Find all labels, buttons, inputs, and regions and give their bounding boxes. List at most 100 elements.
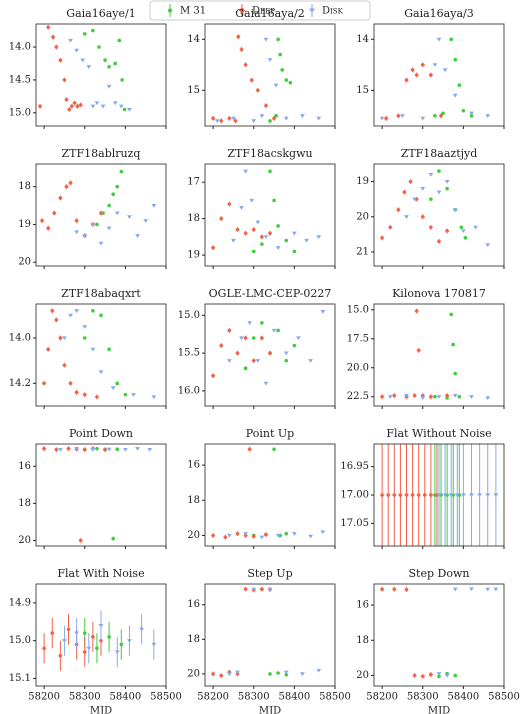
point	[243, 169, 249, 174]
panel: Step Up 16 18 20 58200 58300 58400 58500 MJD	[187, 567, 351, 714]
point	[420, 62, 425, 68]
point	[82, 325, 88, 329]
point	[64, 184, 69, 190]
panel: ZTF18aaztjyd 19 20 21	[356, 147, 505, 269]
point	[67, 106, 72, 113]
y-tick-label: 16	[187, 460, 200, 471]
point	[251, 249, 256, 254]
point	[459, 225, 464, 230]
point	[45, 225, 51, 231]
x-axis-label: MJD	[259, 706, 281, 714]
point	[398, 492, 403, 498]
point	[438, 113, 444, 119]
point	[469, 395, 474, 399]
point	[437, 674, 441, 679]
point	[82, 446, 87, 453]
point	[288, 80, 293, 85]
point	[74, 631, 80, 636]
point	[422, 492, 427, 498]
point	[276, 328, 280, 333]
point	[235, 531, 240, 537]
point	[420, 214, 425, 220]
point	[263, 103, 269, 109]
y-tick-label: 20	[187, 530, 200, 541]
point	[433, 114, 437, 118]
panel: Kilonova 170817 15.0 17.5 20.0 22.5	[347, 287, 505, 409]
point	[272, 198, 276, 203]
point	[263, 37, 269, 42]
point	[106, 226, 112, 231]
point	[485, 396, 491, 401]
x-tick-label: 58500	[150, 692, 182, 703]
point	[420, 396, 426, 401]
point	[268, 169, 272, 174]
point	[219, 216, 224, 222]
y-tick-label: 16.95	[340, 461, 369, 472]
point	[243, 366, 248, 371]
point	[122, 447, 128, 452]
point	[94, 394, 100, 400]
point	[485, 587, 491, 592]
point	[268, 672, 272, 676]
point	[251, 533, 256, 539]
y-tick-label: 18	[187, 495, 200, 506]
point	[113, 61, 118, 66]
point	[404, 492, 409, 498]
point	[449, 312, 453, 317]
point	[98, 370, 104, 375]
panel-title: OGLE-LMC-CEP-0227	[209, 287, 332, 300]
point	[118, 104, 124, 109]
point	[420, 187, 426, 191]
point	[235, 226, 240, 233]
legend-label: Disk	[322, 6, 344, 17]
point	[379, 586, 385, 592]
panel: Point Up 16 18 20	[187, 427, 336, 549]
point	[280, 68, 284, 72]
point	[251, 358, 256, 364]
point	[78, 102, 83, 108]
point	[115, 381, 120, 386]
point	[227, 327, 232, 334]
panel: Flat Without Noise 16.95 17.00 17.05	[340, 427, 505, 549]
panel-title: ZTF18acskgwu	[227, 147, 312, 160]
point	[243, 335, 248, 341]
point	[292, 249, 297, 254]
point	[414, 72, 419, 78]
point	[106, 447, 112, 452]
point	[45, 346, 51, 352]
point	[493, 587, 499, 592]
point	[74, 309, 80, 313]
point	[139, 627, 145, 632]
point	[428, 671, 434, 678]
x-tick-label: 58200	[28, 692, 60, 703]
point	[283, 670, 289, 675]
point	[210, 245, 216, 251]
point	[227, 115, 232, 121]
point	[122, 107, 127, 112]
panel-frame	[204, 583, 336, 687]
y-tick-label: 16	[356, 600, 369, 611]
point	[387, 395, 393, 399]
point	[429, 197, 433, 201]
point	[95, 222, 99, 227]
panel-frame	[373, 443, 505, 547]
panel-title: Flat With Noise	[57, 567, 144, 580]
point	[62, 362, 67, 368]
point	[259, 335, 265, 341]
point	[41, 446, 47, 452]
point	[275, 246, 281, 250]
point	[260, 242, 264, 246]
point	[98, 210, 104, 216]
point	[57, 447, 63, 452]
panel-title: Step Up	[247, 567, 292, 580]
y-tick-label: 14	[356, 34, 369, 45]
point	[102, 446, 108, 453]
y-tick-label: 15	[356, 85, 369, 96]
y-tick-label: 18	[18, 181, 31, 192]
y-tick-label: 16	[187, 599, 200, 610]
point	[304, 238, 309, 243]
point	[275, 533, 281, 538]
point	[316, 668, 322, 673]
point	[54, 446, 59, 453]
point	[82, 631, 87, 635]
